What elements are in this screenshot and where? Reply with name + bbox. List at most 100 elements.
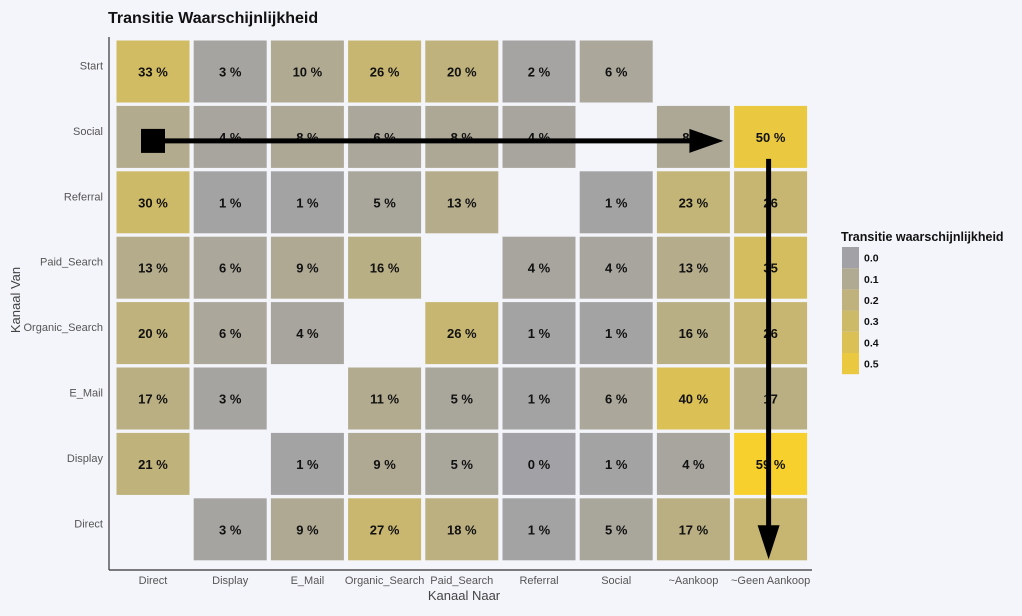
- legend-title: Transitie waarschijnlijkheid: [841, 230, 1004, 244]
- cell-value-label: 3 %: [219, 65, 242, 80]
- heatmap-cell: [425, 171, 499, 234]
- heatmap-cell: [270, 498, 344, 561]
- cell-value-label: 4 %: [605, 261, 628, 276]
- heatmap-cell: [270, 236, 344, 299]
- cell-value-label: 1 %: [219, 195, 242, 210]
- x-tick-label: Social: [601, 575, 631, 587]
- legend-key: [842, 268, 859, 290]
- heatmap-cell: [579, 432, 653, 495]
- cell-value-label: 6 %: [219, 326, 242, 341]
- legend-key: [842, 247, 859, 269]
- heatmap-cell: [270, 302, 344, 365]
- cell-value-label: 18 %: [447, 522, 477, 537]
- cell-value-label: 1 %: [605, 457, 628, 472]
- cell-value-label: 6 %: [605, 65, 628, 80]
- heatmap-cell: [579, 302, 653, 365]
- cell-value-label: 1 %: [605, 326, 628, 341]
- heatmap-cell: [270, 105, 344, 168]
- y-tick-label: Start: [80, 61, 103, 73]
- cell-value-label: 16 %: [370, 261, 400, 276]
- cell-value-label: 11 %: [370, 392, 399, 407]
- color-legend: Transitie waarschijnlijkheid 0.0 0.1 0.2 0.…: [841, 230, 1004, 375]
- legend-label: 0.1: [864, 274, 879, 286]
- cell-value-label: 33 %: [138, 65, 168, 80]
- y-tick-label: Paid_Search: [40, 257, 103, 269]
- x-tick-label: Direct: [139, 575, 168, 587]
- cell-value-label: 26 %: [370, 65, 400, 80]
- heatmap-cell: [425, 105, 499, 168]
- cell-value-label: 20 %: [138, 326, 168, 341]
- legend-key: [842, 289, 859, 311]
- cell-value-label: 10 %: [293, 65, 323, 80]
- heatmap-cell: [425, 367, 499, 430]
- cell-value-label: 23 %: [679, 195, 709, 210]
- heatmap-cell: [502, 302, 576, 365]
- heatmap-cell: [656, 302, 730, 365]
- heatmap-cell: [348, 432, 422, 495]
- x-axis-title: Kanaal Naar: [428, 588, 501, 603]
- x-tick-label: Display: [212, 575, 249, 587]
- cell-value-label: 6 %: [219, 261, 242, 276]
- y-tick-label: E_Mail: [69, 388, 103, 400]
- heatmap-cell: [425, 498, 499, 561]
- cell-value-label: 1 %: [296, 457, 319, 472]
- cell-value-label: 30 %: [138, 195, 168, 210]
- vertical-arrow-head: [757, 525, 780, 560]
- heatmap-cell: [502, 105, 576, 168]
- cell-value-label: 9 %: [296, 522, 319, 537]
- horizontal-arrow-head: [689, 128, 724, 153]
- cell-value-label: 13 %: [138, 261, 168, 276]
- heatmap-cell: [502, 432, 576, 495]
- cell-value-label: 4 %: [528, 261, 551, 276]
- cell-value-label: 1 %: [528, 522, 551, 537]
- cell-value-label: 13 %: [679, 261, 709, 276]
- heatmap-cell: [425, 40, 499, 103]
- heatmap-cell: [116, 367, 190, 430]
- heatmap-cell: [579, 236, 653, 299]
- heatmap-cell: [502, 40, 576, 103]
- legend-label: 0.5: [864, 359, 879, 371]
- x-tick-label: E_Mail: [291, 575, 325, 587]
- heatmap-cell: [502, 498, 576, 561]
- heatmap-cell: [656, 171, 730, 234]
- cell-value-label: 4 %: [682, 457, 705, 472]
- heatmap-cell: [116, 236, 190, 299]
- heatmap-cell: [270, 432, 344, 495]
- heatmap-cell: [734, 105, 808, 168]
- arrow-annotations: [141, 128, 780, 560]
- cell-value-label: 13 %: [447, 195, 477, 210]
- cell-value-label: 4 %: [296, 326, 319, 341]
- heatmap-cell: [270, 40, 344, 103]
- y-tick-label: Direct: [74, 518, 103, 530]
- x-tick-label: Organic_Search: [345, 575, 425, 587]
- cell-value-label: 5 %: [605, 522, 628, 537]
- heatmap-cell: [656, 498, 730, 561]
- heatmap-cell: [425, 302, 499, 365]
- cell-value-label: 1 %: [605, 195, 628, 210]
- cell-value-label: 5 %: [451, 392, 474, 407]
- heatmap-cell: [348, 171, 422, 234]
- cell-value-label: 5 %: [451, 457, 474, 472]
- heatmap-cell: [348, 236, 422, 299]
- legend-label: 0.0: [864, 253, 879, 265]
- y-tick-label: Referral: [64, 191, 103, 203]
- legend-key: [842, 331, 859, 353]
- cell-value-label: 6 %: [605, 392, 628, 407]
- heatmap-cell: [348, 40, 422, 103]
- heatmap-cell: [193, 367, 267, 430]
- axes: [108, 37, 812, 571]
- cell-value-label: 50 %: [756, 130, 786, 145]
- heatmap-cell: [193, 302, 267, 365]
- heatmap-cell: [116, 432, 190, 495]
- heatmap-cell: [502, 367, 576, 430]
- legend-label: 0.2: [864, 295, 879, 307]
- x-tick-labels: Direct Display E_Mail Organic_Search Paid_Se…: [139, 575, 811, 587]
- heatmap-cell: [348, 105, 422, 168]
- heatmap-cell: [193, 105, 267, 168]
- heatmap-cells: 33 %3 %10 %26 %20 %2 %6 %14 %8 %6 %8 %4 …: [116, 40, 808, 561]
- x-tick-label: Referral: [519, 575, 558, 587]
- legend-key: [842, 353, 859, 375]
- cell-value-label: 40 %: [679, 392, 709, 407]
- heatmap-cell: [656, 367, 730, 430]
- heatmap-cell: [425, 432, 499, 495]
